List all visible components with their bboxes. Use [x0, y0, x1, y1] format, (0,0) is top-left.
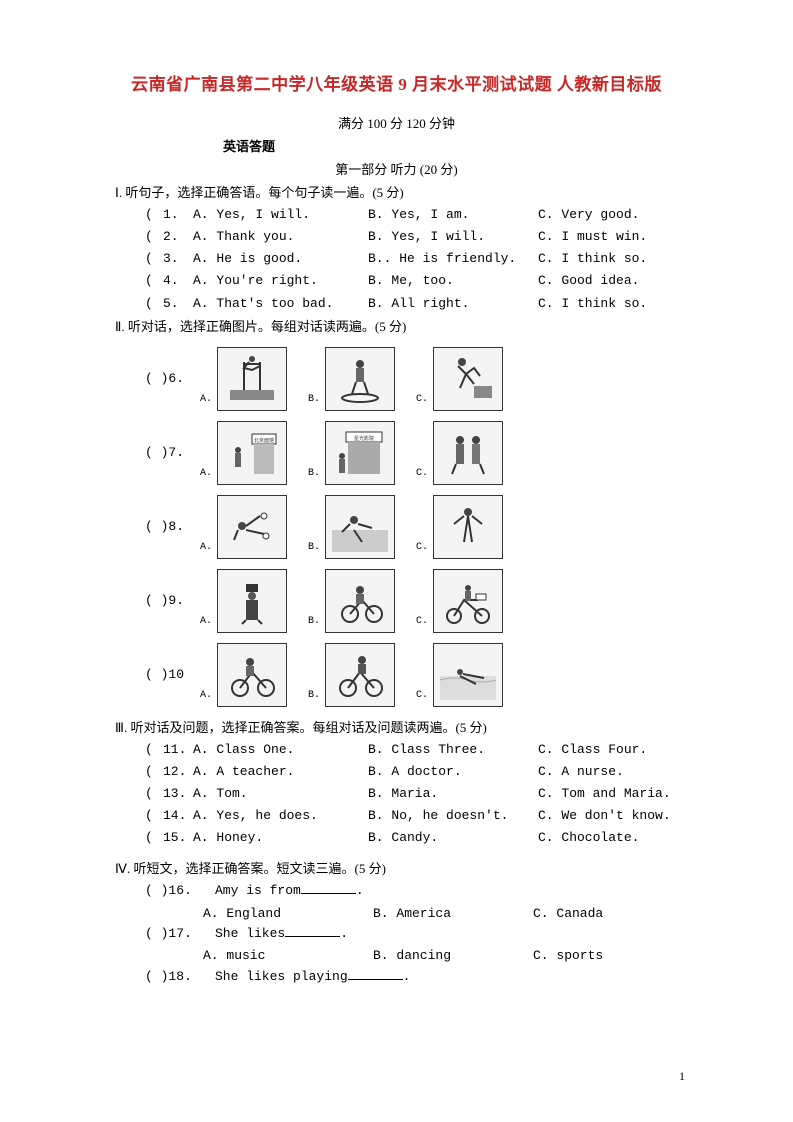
question-row: ( )16. Amy is from .	[145, 881, 678, 901]
part-header: 第一部分 听力 (20 分)	[115, 159, 678, 178]
picture-option-c	[433, 569, 503, 633]
section4-intro: Ⅳ. 听短文，选择正确答案。短文读三遍。(5 分)	[115, 858, 678, 877]
question-row: (3.A. He is good.B.. He is friendly.C. I…	[145, 249, 678, 269]
picture-row: ( )9. A. B. C.	[145, 569, 678, 633]
question-row: (2.A. Thank you.B. Yes, I will.C. I must…	[145, 227, 678, 247]
question-row: ( )17. She likes .	[145, 924, 678, 944]
question-row: (12.A. A teacher.B. A doctor.C. A nurse.	[145, 762, 678, 782]
question-row: (14.A. Yes, he does.B. No, he doesn't.C.…	[145, 806, 678, 826]
fill-blank	[301, 881, 356, 894]
picture-option-a	[217, 643, 287, 707]
picture-question-num: ( )6.	[145, 371, 197, 386]
fill-blank	[348, 967, 403, 980]
score-time: 满分 100 分 120 分钟	[115, 113, 678, 132]
question-row: (11.A. Class One.B. Class Three.C. Class…	[145, 740, 678, 760]
svg-text:北京面馆: 北京面馆	[254, 437, 274, 444]
section2-picture-rows: ( )6. A. B. C. ( )7. A. 北京面馆 B. 星光影院 C. …	[115, 347, 678, 707]
picture-question-num: ( )7.	[145, 445, 197, 460]
picture-question-num: ( )10	[145, 667, 197, 682]
picture-option-c	[433, 347, 503, 411]
picture-row: ( )8. A. B. C.	[145, 495, 678, 559]
section1-questions: (1.A. Yes, I will.B. Yes, I am.C. Very g…	[115, 205, 678, 314]
picture-option-b	[325, 569, 395, 633]
picture-option-c	[433, 495, 503, 559]
picture-option-b	[325, 643, 395, 707]
picture-row: ( )7. A. 北京面馆 B. 星光影院 C.	[145, 421, 678, 485]
question-row: (1.A. Yes, I will.B. Yes, I am.C. Very g…	[145, 205, 678, 225]
question-row: ( )18. She likes playing .	[145, 967, 678, 987]
picture-option-a	[217, 347, 287, 411]
section1-intro: Ⅰ. 听句子，选择正确答语。每个句子读一遍。(5 分)	[115, 182, 678, 201]
question-row: (4.A. You're right.B. Me, too.C. Good id…	[145, 271, 678, 291]
fill-blank	[285, 924, 340, 937]
question-row: (15.A. Honey.B. Candy.C. Chocolate.	[145, 828, 678, 848]
picture-option-a: 北京面馆	[217, 421, 287, 485]
section2-intro: Ⅱ. 听对话，选择正确图片。每组对话读两遍。(5 分)	[115, 316, 678, 335]
picture-option-a	[217, 569, 287, 633]
section3-questions: (11.A. Class One.B. Class Three.C. Class…	[115, 740, 678, 849]
picture-option-a	[217, 495, 287, 559]
picture-row: ( )6. A. B. C.	[145, 347, 678, 411]
picture-question-num: ( )8.	[145, 519, 197, 534]
picture-option-b	[325, 495, 395, 559]
question-row: (13.A. Tom.B. Maria.C. Tom and Maria.	[145, 784, 678, 804]
question-row: (5.A. That's too bad.B. All right.C. I t…	[145, 294, 678, 314]
svg-text:星光影院: 星光影院	[354, 435, 374, 442]
section3-intro: Ⅲ. 听对话及问题，选择正确答案。每组对话及问题读两遍。(5 分)	[115, 717, 678, 736]
picture-row: ( )10 A. B. C.	[145, 643, 678, 707]
picture-option-b: 星光影院	[325, 421, 395, 485]
picture-option-c	[433, 643, 503, 707]
picture-question-num: ( )9.	[145, 593, 197, 608]
answer-sheet-label: 英语答题	[223, 136, 678, 155]
picture-option-c	[433, 421, 503, 485]
section4-questions: ( )16. Amy is from . A. EnglandB. Americ…	[115, 881, 678, 987]
exam-title: 云南省广南县第二中学八年级英语 9 月末水平测试试题 人教新目标版	[115, 70, 678, 95]
picture-option-b	[325, 347, 395, 411]
page-number: 1	[679, 1069, 685, 1084]
